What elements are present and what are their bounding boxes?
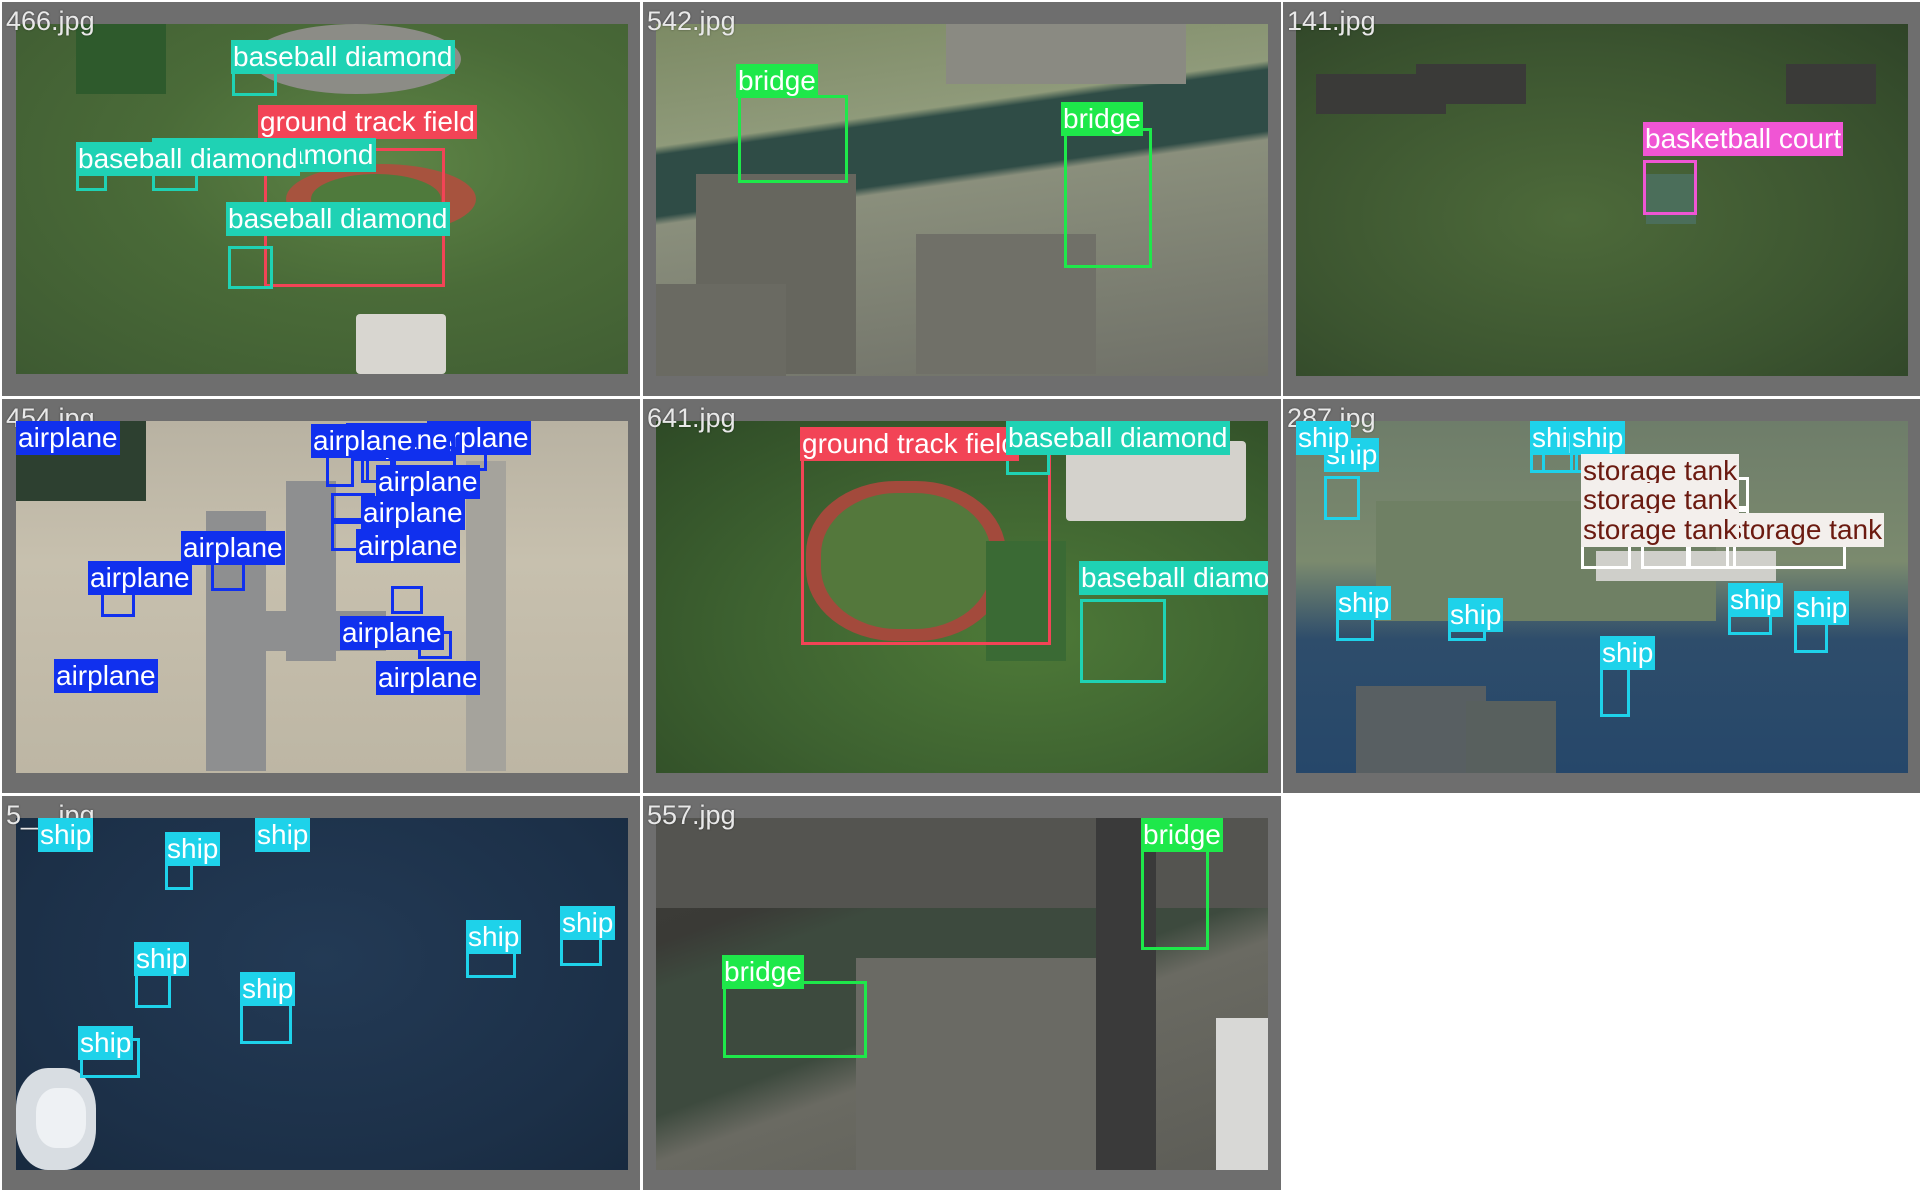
image-filename: 641.jpg (647, 403, 736, 433)
detection-label: storage tank (1581, 454, 1740, 488)
aerial-image: airplane airplane airplane airplane airplane… (16, 421, 628, 773)
detection-label: airplane (88, 561, 192, 595)
detection-label: ship (1296, 421, 1352, 455)
detection-label: storage tank (1581, 513, 1740, 547)
aerial-image: ground track field baseball diamond baseba… (656, 421, 1268, 773)
image-tile: bridge bridge 542.jpg (643, 2, 1281, 396)
detection-box (1064, 128, 1152, 268)
terrain-feature (356, 314, 446, 374)
detection-label: bridge (722, 955, 804, 989)
terrain-feature (36, 1088, 86, 1148)
terrain-feature (76, 24, 166, 94)
aerial-image: ship ship ship ship storage tank storage tank… (1296, 421, 1908, 773)
image-tile: basketball court 141.jpg (1283, 2, 1920, 396)
terrain-feature (1786, 64, 1876, 104)
detection-box (1080, 599, 1166, 683)
image-tile: ship ship ship ship ship ship ship ship 5__.jpg (2, 796, 640, 1190)
terrain-feature (1646, 174, 1696, 224)
detection-label: baseball diamond (1079, 561, 1268, 595)
detection-label: bridge (1061, 102, 1143, 136)
detection-label: ship (1728, 583, 1784, 617)
detection-label: airplane (340, 616, 444, 650)
detection-label: airplane (361, 496, 465, 530)
terrain-feature (286, 481, 336, 661)
image-filename: 141.jpg (1287, 6, 1376, 36)
detection-label: ship (1600, 636, 1656, 670)
detection-label: baseball diamond (76, 142, 300, 176)
detection-box (211, 561, 245, 591)
image-tile: ground track field baseball diamond baseba… (643, 399, 1281, 793)
detection-label: basketball court (1643, 122, 1844, 156)
detection-label: ground track field (800, 427, 1019, 461)
detection-box (1643, 160, 1697, 215)
detection-label: ship (134, 942, 190, 976)
detection-label: bridge (736, 64, 818, 98)
detection-label: storage tank (1726, 513, 1885, 547)
image-filename: 542.jpg (647, 6, 736, 36)
detection-label: ship (38, 818, 94, 852)
detection-label: airplane (376, 465, 480, 499)
terrain-feature (946, 24, 1186, 84)
terrain-feature (1096, 818, 1156, 1170)
detection-label: ship (1794, 591, 1850, 625)
detection-label: ship (255, 818, 311, 852)
aerial-image: bridge bridge (656, 24, 1268, 376)
detection-label: ship (1336, 586, 1392, 620)
detection-box (391, 586, 423, 614)
detection-label: baseball diamond (231, 40, 455, 74)
detection-label: ship (165, 832, 221, 866)
terrain-feature (1216, 1018, 1268, 1170)
detection-label: airplane (181, 531, 285, 565)
detection-label: airplane (376, 661, 480, 695)
detection-label: airplane (54, 659, 158, 693)
detection-label: ship (1448, 598, 1504, 632)
terrain-feature (1466, 701, 1556, 773)
detection-label: ship (78, 1026, 134, 1060)
terrain-feature (1356, 686, 1486, 773)
detection-label: baseball diamond (226, 202, 450, 236)
image-filename: 557.jpg (647, 800, 736, 830)
aerial-image: ship ship ship ship ship ship ship ship (16, 818, 628, 1170)
detection-label: ground track field (258, 105, 477, 139)
terrain-feature (986, 541, 1066, 661)
terrain-feature (656, 284, 786, 376)
terrain-feature (466, 461, 506, 771)
detection-label: ship (240, 972, 296, 1006)
image-tile: airplane airplane airplane airplane airplane… (2, 399, 640, 793)
detection-box (1324, 476, 1360, 520)
detection-label: ship (1570, 421, 1626, 455)
aerial-image: bridge bridge (656, 818, 1268, 1170)
detection-label: airplane (356, 529, 460, 563)
detection-label: bridge (1141, 818, 1223, 852)
detection-box (723, 981, 867, 1058)
detection-label: ship (466, 920, 522, 954)
aerial-image: basketball court (1296, 24, 1908, 376)
terrain-feature (1416, 64, 1526, 104)
terrain-feature (821, 493, 991, 629)
detection-label: airplane (16, 421, 120, 455)
detection-box (1141, 842, 1209, 950)
detection-box (228, 246, 273, 289)
image-tile: bridge bridge 557.jpg (643, 796, 1281, 1190)
image-filename: 466.jpg (6, 6, 95, 36)
detection-label: airplane (311, 424, 415, 458)
detection-label: storage tank (1581, 483, 1740, 517)
detection-label: ship (1324, 438, 1380, 472)
detection-label: ship (560, 906, 616, 940)
image-tile: ship ship ship ship storage tank storage tank… (1283, 399, 1920, 793)
detection-box (738, 95, 848, 183)
detection-label: baseball diamond (1006, 421, 1230, 455)
